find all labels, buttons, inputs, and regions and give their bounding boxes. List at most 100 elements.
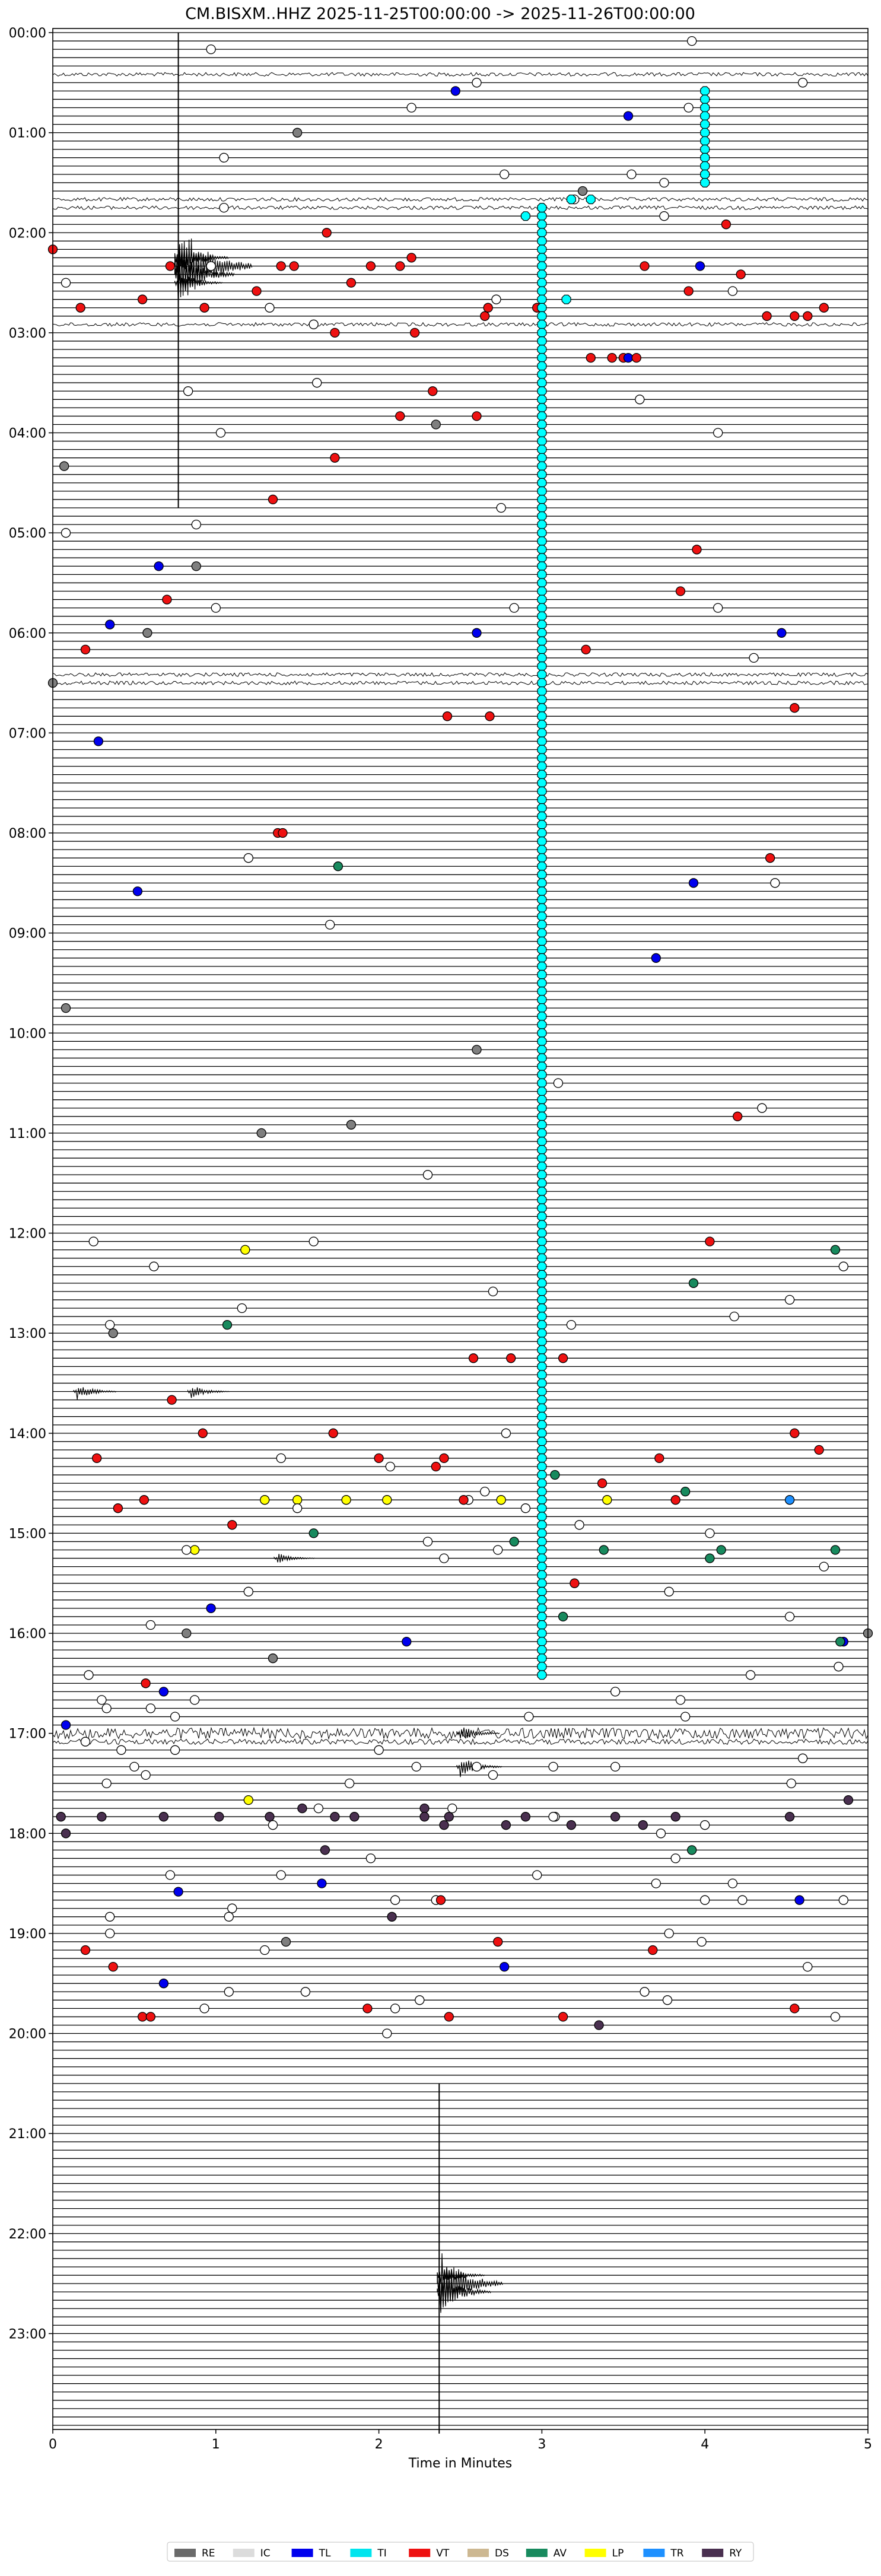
ti-marker [537, 503, 547, 513]
event-marker [659, 177, 669, 188]
ti-marker [537, 644, 547, 654]
event-marker [199, 303, 209, 313]
event-marker [784, 1295, 795, 1305]
event-marker [390, 2003, 400, 2014]
event-marker [548, 1761, 558, 1772]
trace-line [52, 672, 869, 678]
ti-marker [537, 1245, 547, 1255]
event-marker [243, 1795, 253, 1805]
event-marker [387, 1912, 397, 1922]
event-marker [574, 1520, 584, 1530]
event-marker [141, 1678, 151, 1688]
ti-marker [537, 1203, 547, 1213]
event-marker [431, 419, 441, 430]
event-marker [654, 1453, 664, 1464]
event-marker [206, 261, 216, 271]
ti-marker [537, 1586, 547, 1597]
event-marker [705, 1236, 715, 1246]
ti-marker [537, 1637, 547, 1647]
y-tick-label: 03:00 [9, 326, 46, 341]
ti-marker [537, 628, 547, 638]
x-tick-label: 3 [537, 2437, 546, 2452]
event-marker [635, 395, 645, 405]
y-tick-label: 14:00 [9, 1427, 46, 1442]
ti-marker [537, 478, 547, 488]
event-marker [819, 303, 829, 313]
event-marker [105, 1928, 115, 1939]
ti-marker [537, 1403, 547, 1413]
y-tick-label: 21:00 [9, 2127, 46, 2142]
event-marker [623, 111, 634, 121]
ti-marker [537, 1061, 547, 1071]
ti-marker [537, 1337, 547, 1347]
ti-marker [537, 961, 547, 971]
event-marker [198, 1428, 208, 1438]
event-markers [47, 36, 873, 2038]
event-marker [322, 228, 332, 238]
event-marker [137, 294, 148, 304]
event-marker [330, 327, 340, 338]
event-marker [439, 1453, 449, 1464]
event-marker [835, 1636, 845, 1647]
event-marker [224, 1987, 234, 1997]
event-marker [402, 1636, 412, 1647]
ti-marker [537, 969, 547, 979]
event-marker [472, 1761, 482, 1772]
event-marker [206, 1603, 216, 1614]
event-marker [656, 1828, 666, 1839]
ti-marker [537, 720, 547, 730]
event-marker [346, 1120, 357, 1130]
event-marker [409, 327, 420, 338]
ti-marker [700, 86, 710, 96]
event-marker [139, 1495, 150, 1505]
ti-marker [537, 220, 547, 230]
y-tick-label: 11:00 [9, 1127, 46, 1141]
ti-marker [537, 1003, 547, 1013]
ti-marker [537, 753, 547, 763]
ti-marker [537, 845, 547, 855]
event-marker [93, 736, 104, 746]
event-marker [662, 1995, 673, 2005]
ti-marker [537, 878, 547, 888]
event-marker [113, 1503, 123, 1513]
event-marker [406, 103, 416, 113]
event-marker [80, 644, 91, 655]
ti-marker [537, 453, 547, 463]
event-marker [472, 628, 482, 638]
event-marker [281, 1936, 291, 1947]
event-marker [442, 711, 453, 721]
event-marker [640, 1987, 650, 1997]
ti-marker [537, 1370, 547, 1380]
event-marker [610, 1687, 621, 1697]
event-marker [675, 1695, 686, 1705]
event-marker [607, 352, 617, 363]
y-tick-label: 09:00 [9, 927, 46, 942]
ti-marker [537, 1070, 547, 1080]
ti-marker [537, 978, 547, 988]
ti-marker [537, 1495, 547, 1505]
ti-marker [537, 436, 547, 446]
legend-swatch [584, 2549, 606, 2557]
event-marker [520, 1812, 531, 1822]
event-marker [648, 1945, 658, 1955]
ti-marker [537, 428, 547, 438]
event-marker [292, 1495, 303, 1505]
event-marker [765, 853, 775, 863]
ti-marker [537, 1220, 547, 1230]
ti-marker [700, 119, 710, 129]
ti-marker [537, 1045, 547, 1055]
event-marker [444, 2012, 454, 2022]
event-marker [439, 1553, 449, 1563]
event-marker [297, 1803, 307, 1814]
event-marker [419, 1812, 430, 1822]
event-marker [659, 211, 669, 221]
event-marker [191, 561, 201, 571]
ti-marker [537, 1187, 547, 1197]
event-marker [276, 1870, 286, 1880]
ti-marker [537, 1136, 547, 1146]
event-marker [88, 1236, 98, 1246]
event-marker [640, 261, 650, 271]
event-marker [312, 378, 322, 388]
y-tick-label: 06:00 [9, 626, 46, 641]
trace-line [52, 72, 869, 77]
